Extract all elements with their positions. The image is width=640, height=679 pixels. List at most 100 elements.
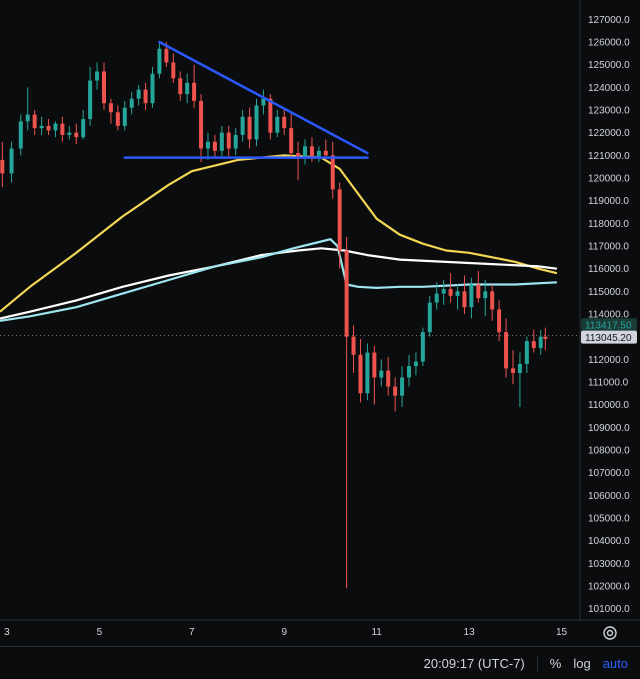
candle-body — [254, 105, 259, 140]
candle-body — [420, 332, 425, 362]
y-tick-label: 121000.0 — [588, 151, 630, 162]
price-label-box — [581, 330, 637, 344]
candle-body — [510, 368, 515, 373]
candle-body — [309, 146, 314, 158]
candle-body — [192, 82, 197, 101]
y-tick-label: 116000.0 — [588, 264, 629, 275]
candle-body — [205, 141, 210, 149]
candle-body — [413, 361, 418, 367]
y-tick-label: 105000.0 — [588, 514, 630, 525]
candle-body — [316, 150, 321, 158]
x-tick-label: 13 — [464, 627, 476, 638]
candle-body — [268, 98, 273, 133]
candle-body — [296, 153, 301, 158]
candle-body — [282, 116, 287, 129]
candle-body — [462, 291, 467, 308]
candle-body — [531, 341, 536, 348]
y-tick-label: 108000.0 — [588, 446, 630, 457]
candle-body — [9, 148, 14, 174]
candle-body — [490, 291, 495, 310]
candle-body — [129, 98, 134, 108]
y-tick-label: 104000.0 — [588, 536, 630, 547]
x-tick-label: 3 — [4, 627, 10, 638]
y-tick-label: 106000.0 — [588, 491, 630, 502]
price-label: 113045.20 — [585, 333, 632, 344]
y-tick-label: 126000.0 — [588, 38, 630, 49]
candle-body — [219, 132, 224, 151]
candle-body — [344, 250, 349, 337]
percent-toggle[interactable]: % — [549, 656, 562, 671]
candle-body — [543, 336, 548, 339]
x-tick-label: 7 — [189, 627, 195, 638]
candle-body — [504, 332, 509, 369]
y-tick-label: 117000.0 — [588, 242, 629, 253]
candle-body — [365, 352, 370, 394]
candle-body — [101, 71, 106, 104]
candle-body — [185, 82, 190, 95]
candle-body — [358, 354, 363, 394]
y-tick-label: 107000.0 — [588, 468, 630, 479]
candle-body — [386, 370, 391, 387]
y-tick-label: 114000.0 — [588, 310, 629, 321]
candle-body — [115, 112, 120, 126]
candle-body — [275, 116, 280, 133]
y-tick-label: 102000.0 — [588, 582, 630, 593]
candle-body — [67, 132, 72, 135]
log-toggle[interactable]: log — [573, 656, 591, 671]
candle-body — [53, 123, 58, 131]
auto-scale-toggle[interactable]: auto — [602, 656, 628, 671]
x-tick-label: 15 — [556, 627, 568, 638]
y-tick-label: 118000.0 — [588, 219, 629, 230]
price-chart[interactable]: 101000.0 102000.0 103000.0 104000.0 105000.0… — [0, 0, 640, 646]
candle-body — [25, 114, 30, 122]
candle-body — [351, 336, 356, 355]
candle-body — [74, 132, 79, 138]
candle-body — [517, 363, 522, 373]
trendline — [158, 40, 369, 155]
candle-body — [538, 336, 543, 348]
moving-average-line — [0, 247, 558, 320]
candle-body — [407, 366, 412, 378]
divider — [536, 655, 538, 672]
y-tick-label: 112000.0 — [588, 355, 629, 366]
candle-body — [247, 116, 252, 140]
moving-average-line — [0, 154, 558, 313]
candle-body — [455, 291, 460, 296]
candle-body — [122, 107, 127, 126]
gear-icon[interactable] — [600, 623, 620, 643]
y-tick-label: 103000.0 — [588, 559, 630, 570]
clock-label: 20:09:17 (UTC-7) — [423, 656, 525, 671]
candle-body — [427, 302, 432, 333]
y-tick-label: 124000.0 — [588, 83, 630, 94]
candle-body — [46, 125, 51, 131]
y-tick-label: 110000.0 — [588, 400, 629, 411]
candle-body — [39, 125, 44, 129]
y-tick-label: 127000.0 — [588, 15, 630, 26]
x-tick-label: 9 — [281, 627, 287, 638]
price-label-box — [581, 318, 637, 332]
candle-body — [393, 386, 398, 396]
x-tick-label: 11 — [371, 627, 382, 638]
candle-body — [60, 123, 65, 135]
candle-body — [379, 370, 384, 378]
candle-body — [212, 141, 217, 151]
candle-body — [289, 128, 294, 154]
candle-body — [330, 155, 335, 190]
y-tick-label: 111000.0 — [588, 378, 629, 389]
candle-body — [303, 146, 308, 158]
candle-body — [108, 103, 113, 113]
candle-body — [136, 89, 141, 99]
y-tick-label: 120000.0 — [588, 174, 630, 185]
candle-body — [434, 293, 439, 303]
candle-body — [448, 289, 453, 296]
candle-body — [323, 150, 328, 156]
candle-body — [143, 89, 148, 104]
candle-body — [469, 284, 474, 308]
candle-body — [171, 62, 176, 79]
candle-body — [483, 291, 488, 299]
y-tick-label: 122000.0 — [588, 128, 630, 139]
candle-body — [95, 71, 100, 81]
candle-body — [476, 284, 481, 299]
candle-body — [178, 78, 183, 95]
candle-body — [199, 100, 204, 149]
